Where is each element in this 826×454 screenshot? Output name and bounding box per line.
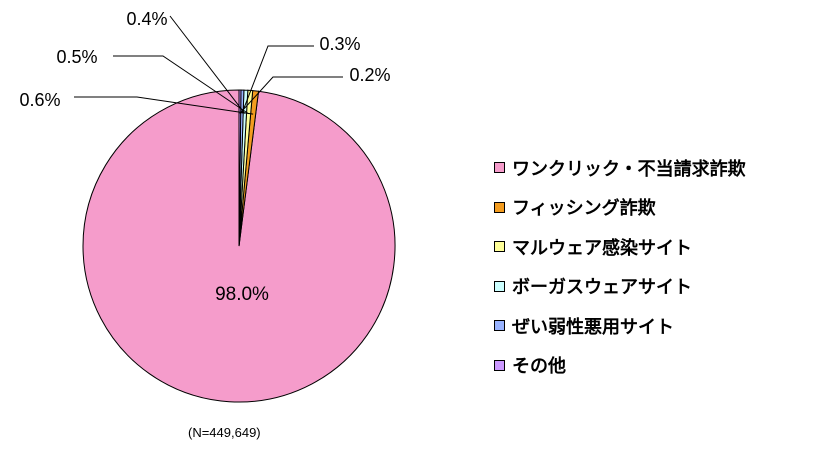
legend-swatch	[494, 201, 505, 213]
data-label-oneclick-fraud: 98.0%	[215, 284, 269, 305]
data-label-bogusware-site: 0.4%	[126, 9, 167, 29]
data-label-vulnerability-site: 0.3%	[319, 34, 360, 54]
sample-size-note: (N=449,649)	[188, 425, 261, 440]
legend-swatch	[494, 280, 505, 292]
data-labels: 98.0% 0.6% 0.5% 0.4% 0.3% 0.2%	[19, 9, 390, 305]
legend-item-bogusware-site: ボーガスウェアサイト	[494, 267, 746, 307]
leader-line-malware-site	[113, 55, 249, 115]
leader-line-phishing	[74, 96, 254, 115]
leader-line-bogusware-site	[169, 15, 246, 114]
legend-label: マルウェア感染サイト	[512, 237, 692, 259]
leader-line-vulnerability-site	[241, 45, 314, 114]
legend-swatch	[494, 241, 505, 253]
legend-label: ぜい弱性悪用サイト	[512, 316, 674, 338]
legend-item-other: その他	[494, 346, 746, 386]
legend: ワンクリック・不当請求詐欺 フィッシング詐欺マルウェア感染サイト ボーガスウェアサイ…	[494, 148, 746, 385]
legend-label: ボーガスウェアサイト	[512, 277, 692, 299]
legend-item-oneclick-fraud: ワンクリック・不当請求詐欺	[494, 148, 746, 188]
data-label-phishing: 0.6%	[19, 90, 60, 110]
legend-item-phishing: フィッシング詐欺	[494, 188, 746, 228]
legend-label: その他	[512, 356, 566, 378]
data-label-other: 0.2%	[349, 65, 390, 85]
legend-item-malware-site: マルウェア感染サイト	[494, 227, 746, 267]
legend-label: フィッシング詐欺	[512, 198, 656, 220]
leader-lines	[74, 15, 343, 115]
legend-swatch	[494, 320, 505, 332]
legend-label: ワンクリック・不当請求詐欺	[512, 158, 746, 180]
data-label-malware-site: 0.5%	[56, 47, 97, 67]
legend-item-vulnerability-site: ぜい弱性悪用サイト	[494, 306, 746, 346]
leader-line-other	[239, 76, 343, 114]
pie-slice-other	[238, 89, 242, 247]
pie-slices	[82, 89, 396, 403]
legend-swatch	[494, 162, 505, 174]
legend-swatch	[494, 359, 505, 371]
